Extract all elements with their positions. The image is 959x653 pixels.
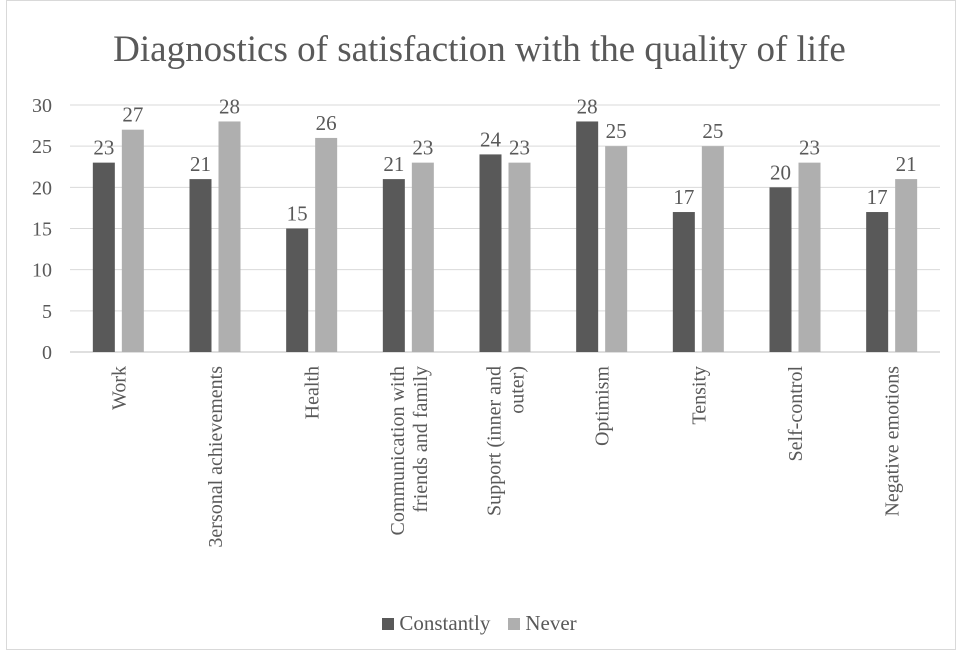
bar-constantly bbox=[479, 154, 502, 352]
y-tick-label: 0 bbox=[42, 342, 52, 364]
data-label-never: 25 bbox=[606, 119, 627, 143]
bar-constantly bbox=[769, 187, 792, 352]
legend-label-never: Never bbox=[525, 611, 577, 635]
data-label-constantly: 17 bbox=[673, 185, 694, 209]
legend-label-constantly: Constantly bbox=[399, 611, 491, 635]
data-label-never: 27 bbox=[122, 103, 143, 127]
legend-item-constantly: Constantly bbox=[382, 611, 490, 636]
x-category-label: Negative emotions bbox=[882, 366, 904, 517]
x-category-label: Optimism bbox=[592, 366, 614, 446]
data-label-never: 21 bbox=[896, 152, 917, 176]
x-category-label: Support (inner and outer) bbox=[484, 366, 529, 516]
x-category-label-line: Optimism bbox=[592, 366, 614, 446]
y-tick-label: 5 bbox=[42, 301, 52, 323]
x-category-label-line: Negative emotions bbox=[882, 366, 904, 517]
x-category-label-line: friends and family bbox=[410, 366, 432, 513]
x-category-label-line: Support (inner and bbox=[484, 366, 506, 516]
bar-never bbox=[121, 129, 144, 352]
x-category-label-line: Work bbox=[108, 366, 130, 410]
data-label-constantly: 23 bbox=[93, 136, 114, 160]
y-tick-label: 10 bbox=[32, 260, 52, 282]
bar-never bbox=[411, 162, 434, 352]
bar-never bbox=[895, 179, 918, 352]
data-label-constantly: 21 bbox=[383, 152, 404, 176]
bar-constantly bbox=[189, 179, 212, 352]
bar-never bbox=[798, 162, 821, 352]
data-label-constantly: 28 bbox=[577, 94, 598, 118]
gridlines bbox=[70, 104, 940, 353]
x-category-label: Tensity bbox=[688, 366, 710, 425]
bar-constantly bbox=[92, 162, 115, 352]
legend-swatch-never bbox=[508, 617, 521, 630]
x-category-label-line: outer) bbox=[507, 366, 529, 414]
bar-never bbox=[605, 146, 628, 352]
x-category-label: 3ersonal achievements bbox=[205, 366, 227, 548]
y-axis-ticks: 0 5 10 15 20 25 30 bbox=[32, 95, 52, 364]
data-label-never: 23 bbox=[799, 136, 820, 160]
bar-never bbox=[701, 146, 724, 352]
legend-swatch-constantly bbox=[382, 617, 395, 630]
x-category-label-line: Communication with bbox=[387, 366, 409, 535]
data-label-never: 23 bbox=[509, 136, 530, 160]
bar-constantly bbox=[286, 228, 309, 352]
y-tick-label: 20 bbox=[32, 177, 52, 199]
data-label-constantly: 21 bbox=[190, 152, 211, 176]
chart-title: Diagnostics of satisfaction with the qua… bbox=[113, 29, 846, 70]
x-category-label: Communication with friends and family bbox=[387, 366, 432, 535]
data-label-constantly: 15 bbox=[287, 202, 308, 226]
bar-constantly bbox=[576, 121, 599, 352]
legend: Constantly Never bbox=[0, 611, 959, 636]
data-label-never: 25 bbox=[702, 119, 723, 143]
y-tick-label: 30 bbox=[32, 95, 52, 117]
x-category-label-line: 3ersonal achievements bbox=[205, 366, 227, 548]
data-label-never: 23 bbox=[412, 136, 433, 160]
data-label-constantly: 20 bbox=[770, 160, 791, 184]
bar-never bbox=[315, 137, 338, 352]
x-category-label: Health bbox=[302, 366, 324, 419]
data-label-constantly: 24 bbox=[480, 127, 502, 151]
bar-constantly bbox=[382, 179, 405, 352]
legend-item-never: Never bbox=[508, 611, 577, 636]
x-category-label-line: Health bbox=[302, 366, 324, 419]
data-label-never: 28 bbox=[219, 94, 240, 118]
x-category-label: Work bbox=[108, 366, 130, 410]
y-tick-label: 25 bbox=[32, 136, 52, 158]
bars bbox=[92, 121, 918, 352]
bar-constantly bbox=[866, 212, 889, 352]
x-axis-category-labels: Work 3ersonal achievements Health Communica… bbox=[108, 366, 903, 548]
bar-never bbox=[508, 162, 531, 352]
x-category-label: Self-control bbox=[785, 366, 807, 462]
data-labels: 23 27 21 28 15 26 21 23 24 23 28 25 17 25 20 23 17 21 bbox=[93, 94, 916, 225]
bar-never bbox=[218, 121, 241, 352]
data-label-constantly: 17 bbox=[867, 185, 888, 209]
bar-constantly bbox=[672, 212, 695, 352]
x-category-label-line: Tensity bbox=[688, 366, 710, 425]
x-category-label-line: Self-control bbox=[785, 366, 807, 462]
data-label-never: 26 bbox=[316, 111, 337, 135]
y-tick-label: 15 bbox=[32, 219, 52, 241]
